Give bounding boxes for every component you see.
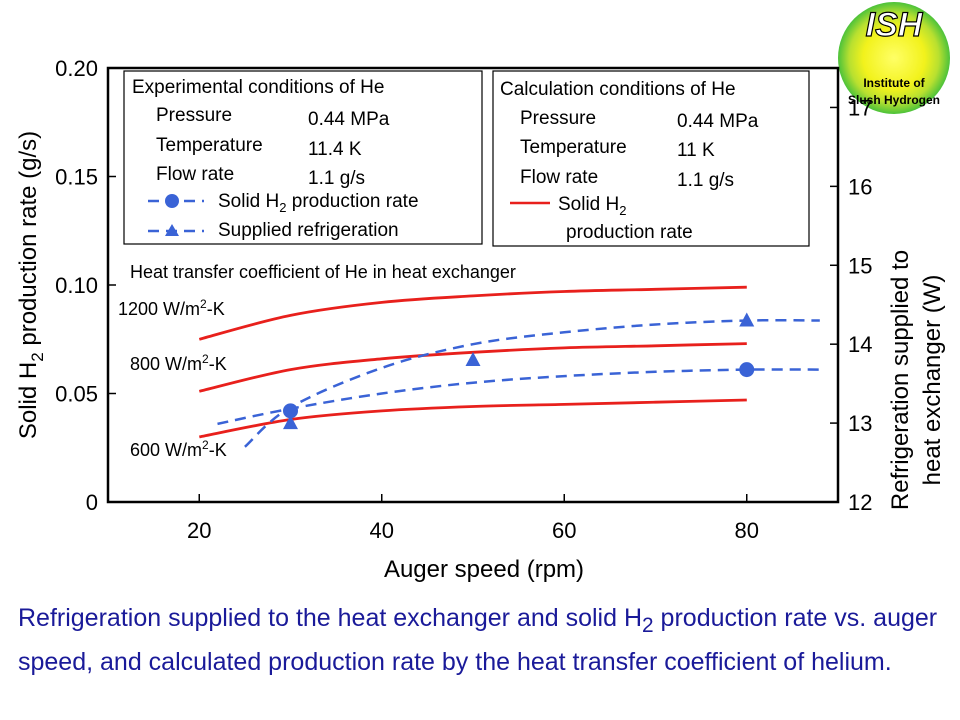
legend-marker-circle [165, 194, 179, 208]
exp-row-name-temperature: Temperature [156, 135, 263, 156]
legend-marker-triangle [165, 224, 179, 236]
legend-label-solid-h2-measured: Solid H2 production rate [218, 191, 419, 215]
y-axis-right-label-line-2: heat exchanger (W) [919, 275, 946, 486]
x-tick-label: 20 [187, 518, 211, 543]
y-right-tick-label: 17 [848, 95, 872, 120]
calculated-line-0 [198, 285, 747, 341]
calc-row-value-pressure: 0.44 MPa [677, 111, 759, 132]
calc-row-name-flow-rate: Flow rate [520, 167, 598, 188]
exp-row-value-temperature: 11.4 K [308, 139, 362, 160]
experimental-box-frame [123, 70, 483, 245]
series-label-800: 800 W/m2-K [130, 352, 227, 374]
y-left-tick-label: 0.20 [55, 56, 98, 81]
supplied-refrigeration-point [739, 312, 755, 327]
y-right-tick-label: 15 [848, 253, 872, 278]
y-left-tick-label: 0 [86, 490, 98, 515]
calc-row-name-temperature: Temperature [520, 137, 627, 158]
calculation-conditions-box: Calculation conditions of He Pressure 0.… [492, 70, 810, 247]
y-axis-right: 12 13 14 15 16 17 [830, 95, 872, 515]
figure-caption: Refrigeration supplied to the heat excha… [18, 604, 938, 676]
calculation-box-title: Calculation conditions of He [500, 79, 736, 100]
measured-production-fit-line [217, 368, 820, 426]
logo-line-2: Slush Hydrogen [848, 93, 940, 107]
logo-line-1: Institute of [863, 76, 925, 90]
y-axis-left: 0 0.05 0.10 0.15 0.20 [55, 56, 116, 515]
y-right-tick-label: 14 [848, 332, 872, 357]
y-right-tick-label: 13 [848, 411, 872, 436]
supplied-refrigeration-fit-line [244, 318, 820, 448]
exp-row-name-pressure: Pressure [156, 105, 232, 126]
legend-label-refrigeration: Supplied refrigeration [218, 220, 399, 241]
calculated-line-2 [199, 398, 747, 439]
x-tick-label: 40 [370, 518, 394, 543]
measured-production-point [739, 362, 755, 378]
ish-logo: ISH Institute of Slush Hydrogen [838, 2, 950, 114]
measured-production-point [283, 403, 298, 419]
x-axis-label: Auger speed (rpm) [384, 556, 584, 583]
x-tick-label: 60 [552, 518, 576, 543]
heat-transfer-title: Heat transfer coefficient of He in heat … [130, 262, 516, 282]
y-right-tick-label: 16 [848, 174, 872, 199]
x-axis: 20 40 60 80 [187, 494, 759, 543]
exp-row-value-pressure: 0.44 MPa [308, 109, 390, 130]
y-axis-left-label: Solid H2 production rate (g/s) [15, 131, 47, 439]
calculated-line-1 [198, 342, 747, 393]
supplied-refrigeration-point [283, 415, 298, 430]
logo-badge [838, 2, 950, 114]
experimental-conditions-box: Experimental conditions of He Pressure 0… [123, 70, 483, 245]
exp-row-value-flow-rate: 1.1 g/s [308, 168, 365, 189]
y-left-tick-label: 0.15 [55, 165, 98, 190]
y-left-tick-label: 0.05 [55, 382, 98, 407]
calc-row-value-temperature: 11 K [677, 140, 715, 161]
logo-acronym: ISH [866, 6, 924, 44]
calc-row-name-pressure: Pressure [520, 108, 596, 129]
legend-label-solid-h2-calculated-line-2: production rate [566, 222, 693, 243]
calculation-box-frame [492, 70, 810, 247]
exp-row-name-flow-rate: Flow rate [156, 164, 234, 185]
series-label-600: 600 W/m2-K [130, 438, 227, 460]
x-tick-label: 80 [735, 518, 759, 543]
series-group [198, 285, 820, 448]
chart: ISH Institute of Slush Hydrogen 20 40 60 80… [15, 2, 950, 583]
experimental-box-title: Experimental conditions of He [132, 77, 384, 98]
legend-label-solid-h2-calculated: Solid H2 [558, 194, 626, 218]
y-right-tick-label: 12 [848, 490, 872, 515]
y-axis-right-label-line-1: Refrigeration supplied to [887, 250, 914, 510]
series-label-1200: 1200 W/m2-K [118, 297, 225, 319]
calc-row-value-flow-rate: 1.1 g/s [677, 170, 734, 191]
y-left-tick-label: 0.10 [55, 273, 98, 298]
supplied-refrigeration-point [465, 351, 481, 366]
